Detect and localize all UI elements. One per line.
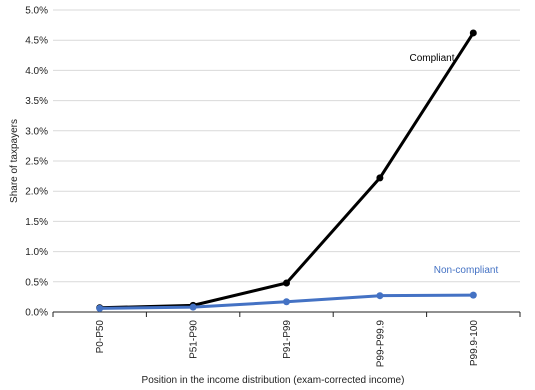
series-label-compliant: Compliant [409,53,454,64]
y-tick-label: 3.0% [25,126,48,137]
axes [52,311,521,317]
data-point [469,291,477,299]
series: Compliant Non-compliant [96,29,499,312]
x-tick-label: P51-P90 [189,320,200,359]
y-tick-label: 4.0% [25,66,48,77]
data-point [189,303,197,311]
y-axis-title: Share of taxpayers [9,119,20,203]
data-point [96,304,104,312]
y-tick-label: 1.0% [25,247,48,258]
data-point [376,174,384,182]
y-tick-label: 4.5% [25,36,48,47]
x-axis-title: Position in the income distribution (exa… [142,375,405,386]
y-tick-label: 3.5% [25,96,48,107]
data-point [469,29,477,37]
series-line [98,31,475,310]
data-point [283,298,290,306]
data-point [376,292,384,300]
x-tick-label: P0-P50 [95,320,106,354]
y-tick-label: 2.5% [25,157,48,168]
x-tick-label: P91-P99 [282,320,293,359]
y-tick-label: 2.0% [25,187,48,198]
y-tick-label: 5.0% [25,6,48,17]
y-tick-label: 0.0% [25,308,48,319]
y-tick-label: 1.5% [25,217,48,228]
grid-lines [53,9,520,283]
y-tick-labels: 0.0% 0.5% 1.0% 1.5% 2.0% 2.5% 3.0% 3.5% 4.0% 4.5%… [25,6,48,319]
series-label-non-compliant: Non-compliant [434,265,499,276]
data-point [283,279,290,287]
x-tick-label: P99.9-100 [469,320,480,367]
y-tick-label: 0.5% [25,277,48,288]
x-tick-label: P99-P99.9 [375,320,386,368]
x-tick-labels: P0-P50 P51-P90 P91-P99 P99-P99.9 P99.9-100 [95,320,480,368]
